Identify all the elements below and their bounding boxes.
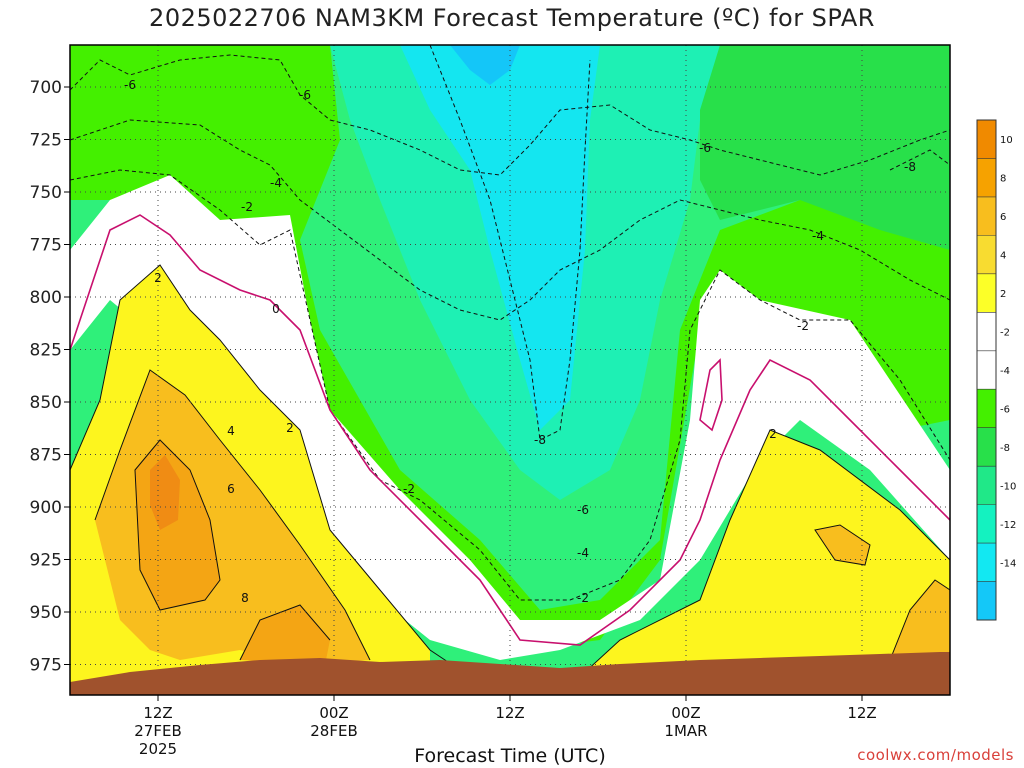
colorbar-swatch bbox=[977, 581, 996, 620]
contour-plus8-blob bbox=[814, 524, 871, 566]
contour-label: 2 bbox=[286, 421, 294, 435]
contour-label: 4 bbox=[227, 424, 235, 438]
y-axis: 700 725 750 775 800 825 850 875 900 925 950 975 bbox=[30, 78, 70, 676]
colorbar-label: -10 bbox=[1000, 481, 1016, 492]
y-tick-label: 950 bbox=[30, 603, 62, 623]
region-green-topright bbox=[700, 45, 950, 250]
x-tick-label: 12Z bbox=[143, 704, 172, 722]
colorbar-swatch bbox=[977, 158, 996, 197]
colorbar-label: 6 bbox=[1000, 212, 1006, 223]
y-tick-label: 800 bbox=[30, 288, 62, 308]
terrain-ground bbox=[70, 652, 950, 695]
freezing-line-left bbox=[70, 214, 950, 646]
colorbar-swatch bbox=[977, 389, 996, 428]
region-blue bbox=[450, 45, 520, 85]
contour-label: -4 bbox=[270, 176, 282, 190]
y-tick-label: 900 bbox=[30, 498, 62, 518]
contour-label: -6 bbox=[577, 503, 589, 517]
x-tick-label: 12Z bbox=[495, 704, 524, 722]
contour-label: -2 bbox=[403, 482, 415, 496]
contour-label: 0 bbox=[272, 302, 280, 316]
contour-label: -2 bbox=[797, 319, 809, 333]
contour-plus6-right bbox=[889, 579, 950, 661]
contour-label: -2 bbox=[577, 591, 589, 605]
colorbar-label: 8 bbox=[1000, 174, 1006, 185]
colorbar-label: -6 bbox=[1000, 404, 1010, 415]
contour-label: -6 bbox=[699, 141, 711, 155]
colorbar-label: -4 bbox=[1000, 366, 1010, 377]
x-tick-label: 00Z bbox=[319, 704, 348, 722]
colorbar-label: -2 bbox=[1000, 328, 1010, 339]
colorbar-swatch bbox=[977, 120, 996, 159]
x-axis-title: Forecast Time (UTC) bbox=[414, 745, 606, 767]
x-tick-label: 00Z bbox=[671, 704, 700, 722]
region-green-left bbox=[70, 45, 950, 650]
colorbar-label: 10 bbox=[1000, 135, 1013, 146]
contour-label: 6 bbox=[227, 482, 235, 496]
contour-label: -4 bbox=[812, 229, 824, 243]
grid-lines bbox=[70, 45, 950, 695]
colorbar-label: 2 bbox=[1000, 289, 1006, 300]
colorbar-label: 4 bbox=[1000, 251, 1006, 262]
contour-label: -8 bbox=[904, 160, 916, 174]
y-tick-label: 875 bbox=[30, 446, 62, 466]
y-tick-label: 700 bbox=[30, 78, 62, 98]
colorbar-label: -8 bbox=[1000, 443, 1010, 454]
contour-plus2 bbox=[70, 264, 461, 671]
contour-label: 2 bbox=[154, 271, 162, 285]
colorbar-swatch bbox=[977, 466, 996, 505]
contour-labels: -6 -6 -4 -2 2 0 4 2 6 8 -6 -8 -4 -2 -2 -8 -6 -4 -2 2 bbox=[124, 78, 916, 605]
x-tick-label: 27FEB bbox=[134, 722, 181, 740]
contour-label: 2 bbox=[769, 427, 777, 441]
credit-link[interactable]: coolwx.com/models bbox=[857, 746, 1014, 764]
y-tick-label: 775 bbox=[30, 236, 62, 256]
contour-plus4 bbox=[94, 369, 371, 661]
contour-label: -4 bbox=[577, 546, 589, 560]
contour-label: -8 bbox=[534, 433, 546, 447]
region-orange-lower bbox=[240, 605, 330, 665]
contour-label: 8 bbox=[241, 591, 249, 605]
y-tick-label: 925 bbox=[30, 551, 62, 571]
colorbar-swatch bbox=[977, 235, 996, 274]
contour-minus4 bbox=[70, 119, 950, 321]
page-title: 2025022706 NAM3KM Forecast Temperature (… bbox=[149, 4, 875, 32]
freezing-line-bubble bbox=[699, 358, 723, 432]
contour-label: -2 bbox=[241, 200, 253, 214]
colorbar: 10 8 6 4 2 -2 -4 -6 -8 -10 -12 -14 bbox=[976, 119, 1016, 621]
colorbar-frame bbox=[976, 119, 997, 621]
region-orange-deeper bbox=[150, 455, 180, 530]
contour-minus8-b bbox=[889, 149, 950, 171]
colorbar-swatch bbox=[977, 543, 996, 582]
colorbar-swatch bbox=[977, 350, 996, 390]
colorbar-swatch bbox=[977, 427, 996, 467]
colorbar-label: -14 bbox=[1000, 558, 1016, 569]
y-tick-label: 850 bbox=[30, 393, 62, 413]
contour-label: -6 bbox=[124, 78, 136, 92]
y-tick-label: 750 bbox=[30, 183, 62, 203]
contour-minus2 bbox=[70, 169, 950, 601]
contour-plus6 bbox=[134, 439, 221, 611]
region-orange-blob bbox=[815, 525, 870, 565]
region-white-left bbox=[70, 175, 950, 660]
y-tick-label: 725 bbox=[30, 131, 62, 151]
colorbar-swatch bbox=[977, 312, 996, 351]
colorbar-swatch bbox=[977, 504, 996, 544]
y-tick-label: 825 bbox=[30, 341, 62, 361]
region-cyan bbox=[400, 45, 600, 430]
x-tick-label: 1MAR bbox=[664, 722, 707, 740]
x-tick-label: 12Z bbox=[847, 704, 876, 722]
x-tick-label: 2025 bbox=[139, 740, 177, 758]
x-tick-label: 28FEB bbox=[310, 722, 357, 740]
contour-minus6 bbox=[70, 54, 950, 176]
region-yellow-right bbox=[560, 430, 950, 695]
colorbar-swatch bbox=[977, 273, 996, 313]
y-tick-label: 975 bbox=[30, 656, 62, 676]
region-orange-right bbox=[890, 580, 950, 660]
contour-plus2-right bbox=[559, 429, 950, 695]
colorbar-swatch bbox=[977, 196, 996, 236]
contour-label: -6 bbox=[299, 88, 311, 102]
colorbar-label: -12 bbox=[1000, 520, 1016, 531]
